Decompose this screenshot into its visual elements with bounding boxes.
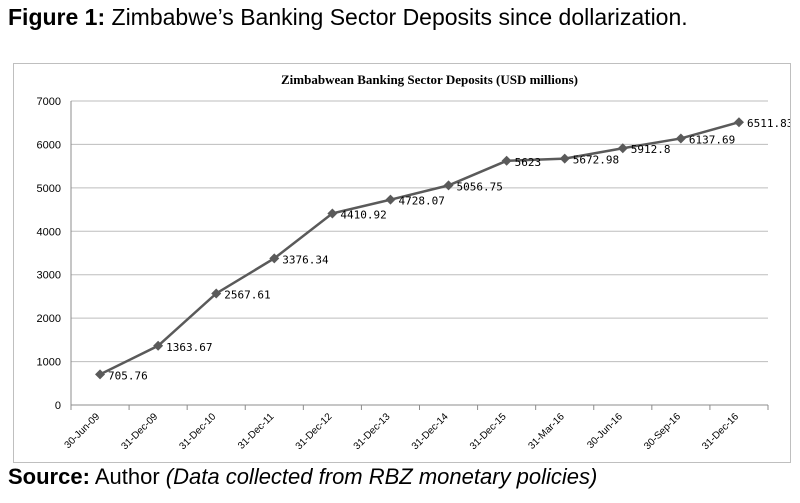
data-point-marker — [327, 208, 338, 219]
data-label: 6511.83 — [747, 117, 790, 130]
data-label: 4728.07 — [398, 195, 444, 208]
data-label: 2567.61 — [224, 288, 270, 301]
source-note: Source: Author (Data collected from RBZ … — [8, 464, 597, 490]
x-tick-label: 31-Dec-16 — [700, 411, 741, 452]
data-point-marker — [733, 117, 744, 128]
deposits-line-chart: Zimbabwean Banking Sector Deposits (USD … — [37, 72, 790, 452]
chart-frame: Zimbabwean Banking Sector Deposits (USD … — [13, 63, 791, 463]
x-tick-label: 31-Dec-09 — [119, 411, 160, 452]
data-point-marker — [559, 153, 570, 164]
figure-caption: Figure 1: Zimbabwe’s Banking Sector Depo… — [8, 4, 688, 31]
x-tick-label: 30-Sep-16 — [642, 411, 683, 452]
data-point-marker — [443, 180, 454, 191]
data-label: 6137.69 — [689, 133, 735, 146]
data-label: 5672.98 — [573, 154, 619, 167]
y-tick-label: 6000 — [37, 139, 61, 151]
y-tick-label: 3000 — [37, 270, 61, 282]
data-label: 705.76 — [108, 369, 148, 382]
data-point-marker — [269, 253, 280, 264]
data-label: 5912.8 — [631, 143, 671, 156]
x-tick-label: 31-Dec-15 — [468, 411, 509, 452]
source-label: Source: — [8, 464, 90, 489]
y-tick-label: 4000 — [37, 226, 61, 238]
x-tick-label: 31-Dec-13 — [352, 411, 393, 452]
x-tick-label: 31-Dec-14 — [410, 411, 451, 452]
x-tick-label: 31-Mar-16 — [526, 411, 567, 452]
data-point-marker — [617, 143, 628, 154]
x-tick-label: 31-Dec-11 — [236, 411, 277, 452]
chart-title: Zimbabwean Banking Sector Deposits (USD … — [281, 72, 578, 87]
series-line — [99, 120, 740, 376]
data-point-marker — [153, 340, 164, 351]
data-point-marker — [95, 369, 106, 380]
source-text: Author — [94, 464, 160, 489]
data-point-marker — [211, 288, 222, 299]
x-tick-label: 30-Jun-09 — [63, 411, 103, 451]
data-point-marker — [385, 194, 396, 205]
x-tick-label: 30-Jun-16 — [585, 411, 625, 451]
y-tick-label: 7000 — [37, 96, 61, 108]
data-label: 1363.67 — [166, 341, 212, 354]
data-point-marker — [501, 155, 512, 166]
figure-caption-text: Zimbabwe’s Banking Sector Deposits since… — [111, 4, 688, 30]
y-tick-label: 2000 — [37, 313, 61, 325]
data-label: 3376.34 — [282, 253, 329, 266]
x-tick-label: 31-Dec-10 — [178, 411, 219, 452]
data-label: 5056.75 — [457, 180, 503, 193]
data-label: 4410.92 — [340, 208, 386, 221]
data-point-marker — [675, 133, 686, 144]
data-label: 5623 — [515, 156, 542, 169]
y-tick-label: 5000 — [37, 183, 61, 195]
y-tick-label: 0 — [55, 400, 61, 412]
y-tick-label: 1000 — [37, 357, 61, 369]
figure-label: Figure 1: — [8, 4, 106, 30]
source-detail: (Data collected from RBZ monetary polici… — [165, 464, 598, 489]
x-tick-label: 31-Dec-12 — [294, 411, 335, 452]
